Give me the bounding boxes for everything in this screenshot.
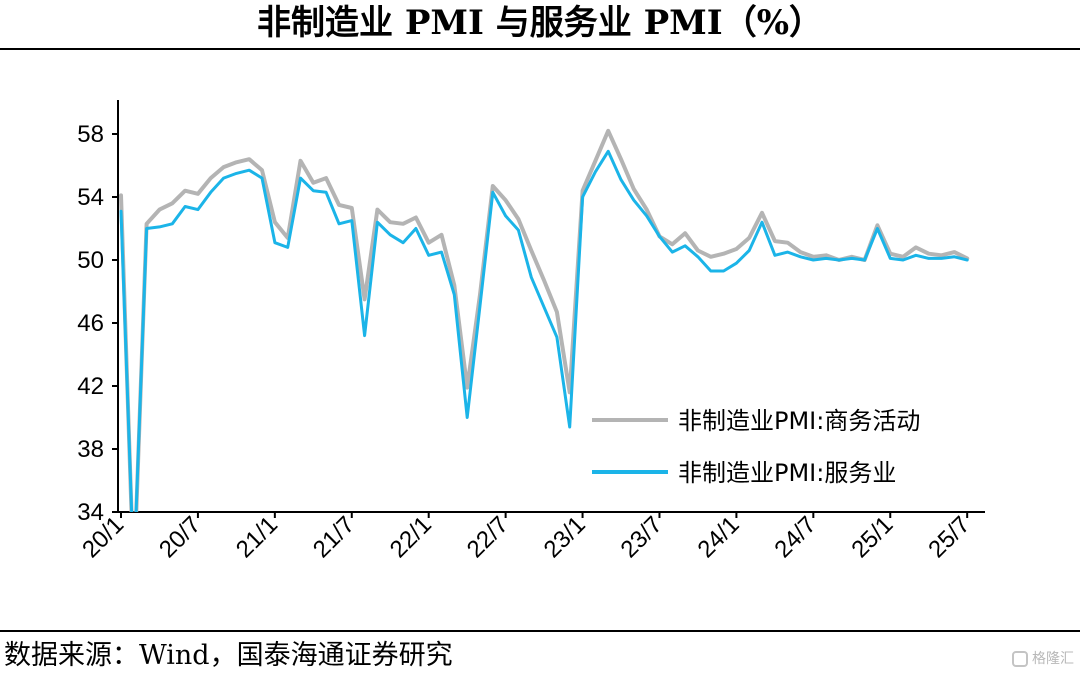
x-tick-label: 23/7 xyxy=(616,511,668,563)
watermark-logo-icon xyxy=(1012,651,1028,667)
title-underline xyxy=(0,48,1080,50)
y-tick-label: 46 xyxy=(77,310,104,337)
footer-rule xyxy=(0,630,1080,632)
x-tick-label: 22/1 xyxy=(385,511,437,563)
y-tick-label: 34 xyxy=(77,499,104,526)
y-tick-label: 54 xyxy=(77,184,104,211)
x-tick-label: 24/1 xyxy=(693,511,745,563)
y-tick-label: 42 xyxy=(77,373,104,400)
x-tick-label: 20/7 xyxy=(154,511,206,563)
source-note: 数据来源：Wind，国泰海通证券研究 xyxy=(4,640,453,671)
y-tick-label: 58 xyxy=(77,121,104,148)
x-tick-label: 23/1 xyxy=(539,511,591,563)
y-tick-label: 50 xyxy=(77,247,104,274)
x-tick-label: 22/7 xyxy=(462,511,514,563)
watermark: 格隆汇 xyxy=(1012,646,1074,672)
x-tick-label: 25/1 xyxy=(846,511,898,563)
series-line-nonmanufacturing xyxy=(119,128,970,512)
y-tick-label: 38 xyxy=(77,436,104,463)
legend-label: 非制造业PMI:商务活动 xyxy=(678,407,920,435)
series-line-services xyxy=(119,149,969,512)
x-tick-label: 25/7 xyxy=(923,511,975,563)
chart-title: 非制造业 PMI 与服务业 PMI（%） xyxy=(256,3,824,43)
x-tick-label: 21/1 xyxy=(231,511,283,563)
legend-label: 非制造业PMI:服务业 xyxy=(678,459,896,487)
watermark-text: 格隆汇 xyxy=(1032,651,1074,667)
x-tick-label: 24/7 xyxy=(769,511,821,563)
x-tick-label: 21/7 xyxy=(308,511,360,563)
